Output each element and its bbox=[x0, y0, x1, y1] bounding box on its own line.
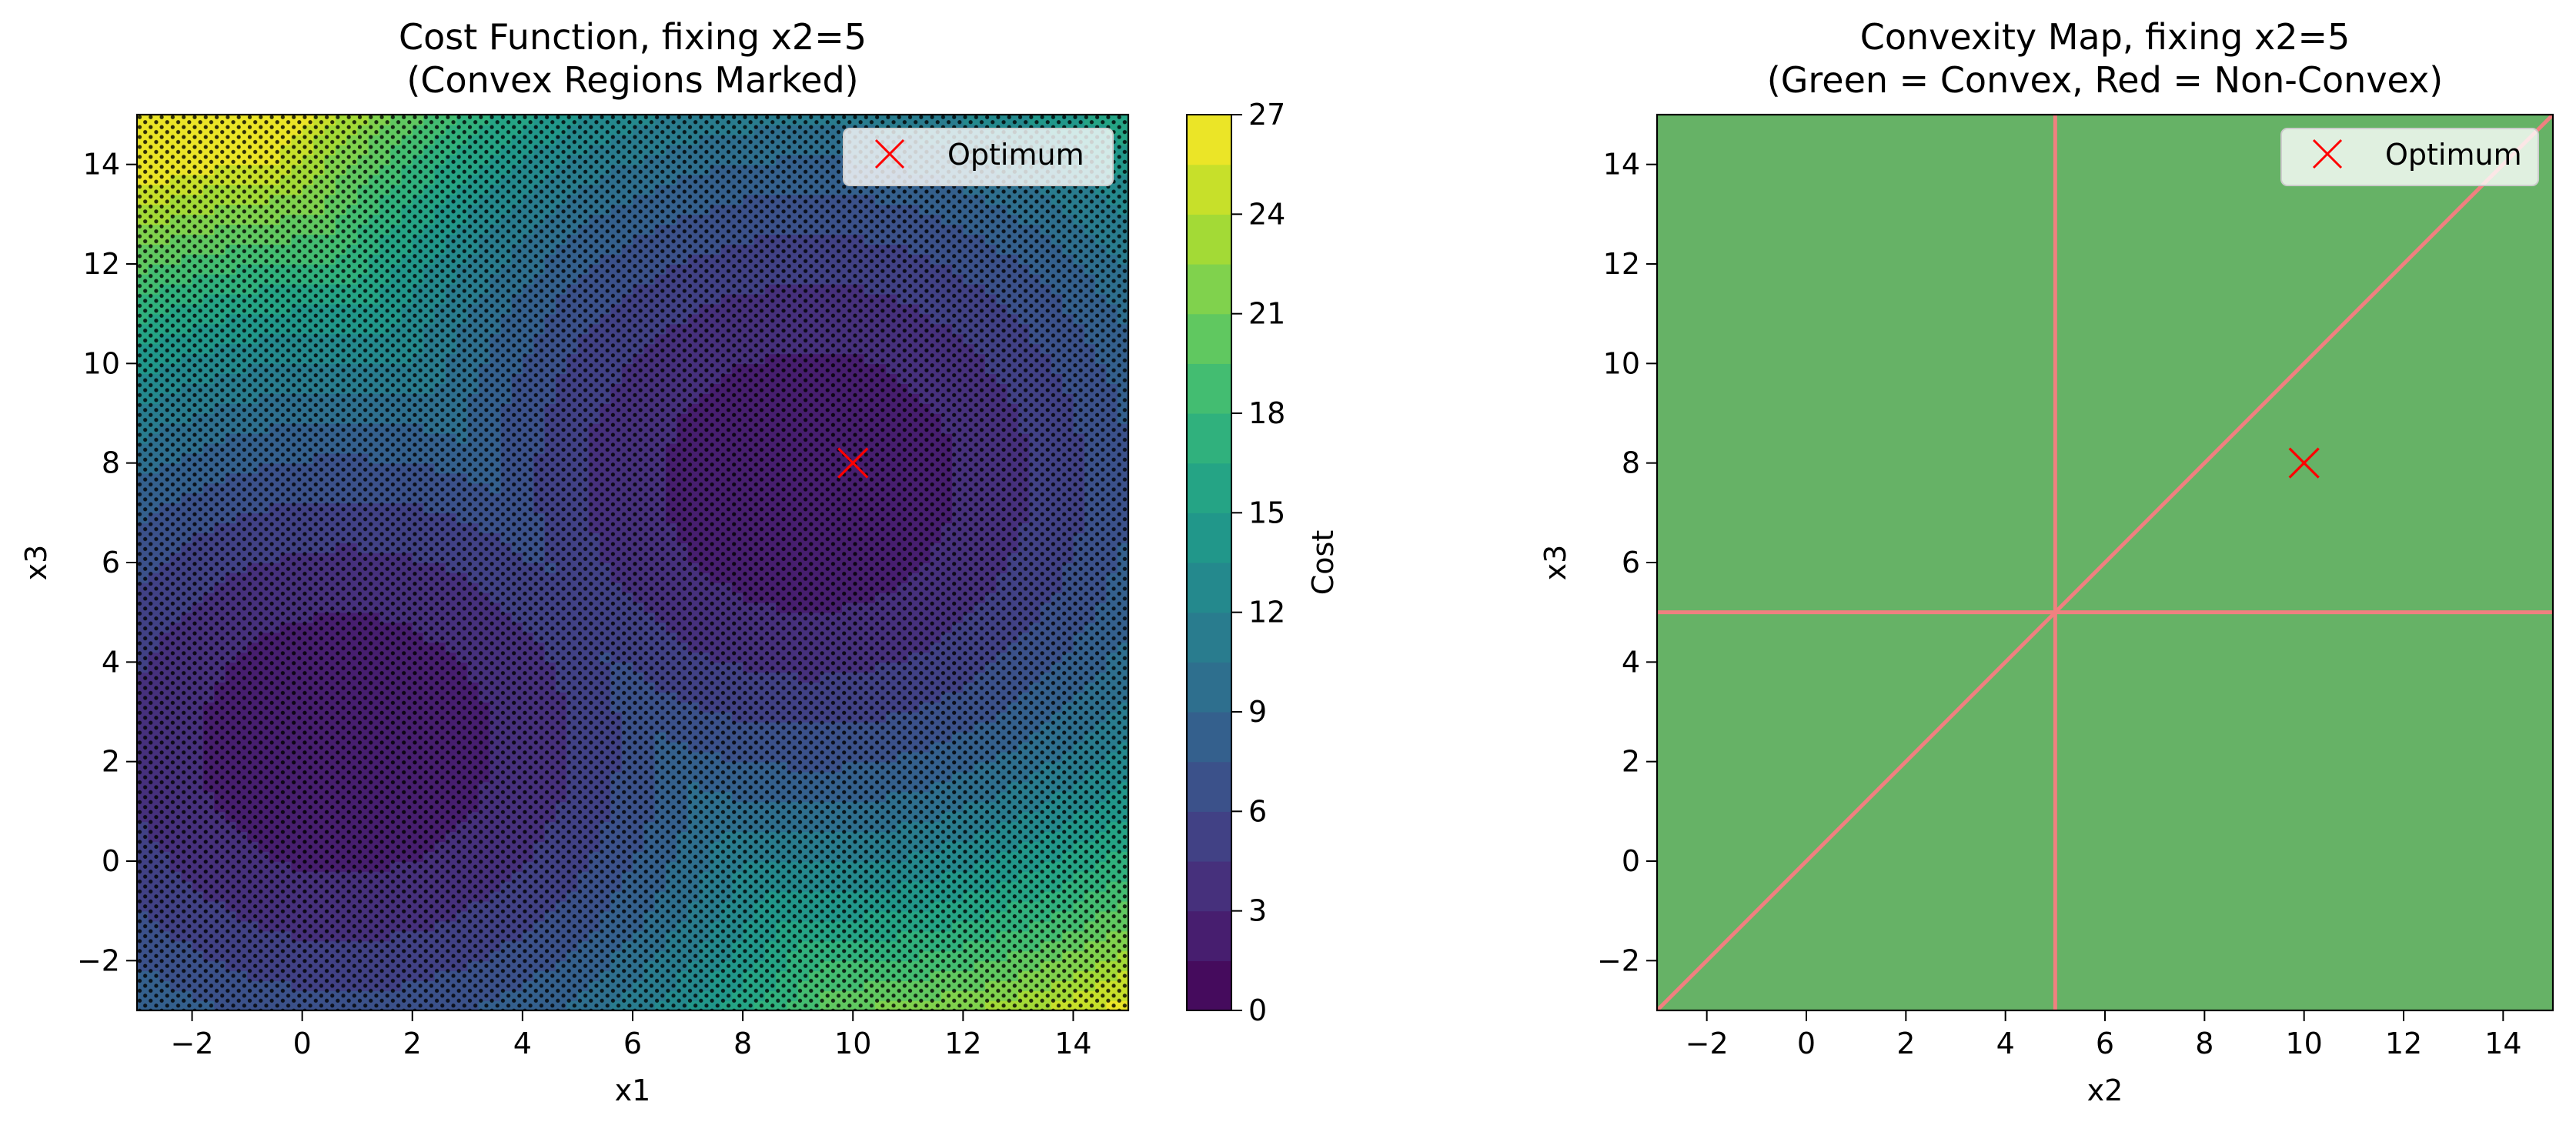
cost-chart-subtitle: (Convex Regions Marked) bbox=[406, 59, 858, 101]
cost-chart-title: Cost Function, fixing x2=5 bbox=[399, 16, 867, 58]
cost-chart: Cost Function, fixing x2=5 (Convex Regio… bbox=[19, 16, 1130, 1107]
